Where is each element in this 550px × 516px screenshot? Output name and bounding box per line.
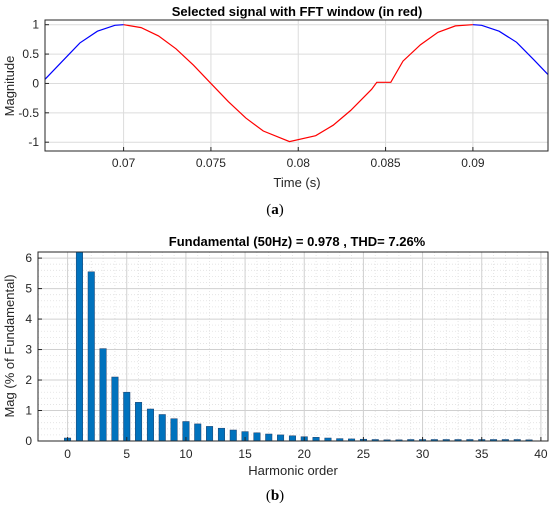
fft-x-tick-label: 20 bbox=[298, 447, 312, 461]
fft-bar-19 bbox=[288, 435, 296, 442]
signal-y-tick-label: -1 bbox=[28, 135, 39, 149]
caption-a: (a) bbox=[266, 202, 284, 218]
fft-chart-title: Fundamental (50Hz) = 0.978 , THD= 7.26% bbox=[169, 234, 426, 249]
caption-b-letter: b bbox=[270, 488, 280, 504]
fft-bar-2 bbox=[87, 271, 95, 442]
fft-bar-5 bbox=[123, 391, 131, 442]
fft-x-ticks: 0 5 10 15 20 25 30 35 40 bbox=[64, 437, 548, 461]
fft-x-tick-label: 10 bbox=[179, 447, 193, 461]
fft-x-tick-label: 25 bbox=[357, 447, 371, 461]
fft-axes-box bbox=[37, 251, 549, 442]
fft-bar-9 bbox=[170, 418, 178, 442]
fft-y-tick-label: 6 bbox=[25, 251, 32, 265]
fft-bar-12 bbox=[206, 426, 214, 442]
fft-x-axis-label: Harmonic order bbox=[248, 463, 338, 478]
fft-y-tick-label: 5 bbox=[25, 282, 32, 296]
fft-y-tick-label: 2 bbox=[25, 373, 32, 387]
fft-bar-4 bbox=[111, 376, 119, 442]
fft-bar-6 bbox=[135, 402, 143, 442]
fft-bar-1 bbox=[75, 251, 83, 442]
signal-x-ticks: 0.07 0.075 0.08 0.085 0.09 bbox=[112, 147, 485, 170]
fft-x-tick-label: 35 bbox=[475, 447, 489, 461]
fft-bar-11 bbox=[194, 423, 202, 442]
fft-bar-8 bbox=[158, 414, 166, 442]
signal-y-axis-label: Magnitude bbox=[2, 56, 17, 117]
fft-y-axis-label: Mag (% of Fundamental) bbox=[2, 274, 17, 417]
signal-x-tick-label: 0.09 bbox=[461, 156, 485, 170]
fft-bar-17 bbox=[265, 433, 273, 442]
fft-x-tick-label: 0 bbox=[64, 447, 71, 461]
fft-x-tick-label: 30 bbox=[416, 447, 430, 461]
signal-x-tick-label: 0.08 bbox=[287, 156, 311, 170]
signal-y-ticks: -1 -0.5 0 0.5 1 bbox=[18, 18, 49, 149]
signal-series-line-0 bbox=[44, 24, 124, 80]
fft-grid bbox=[38, 252, 548, 442]
signal-y-tick-label: 0.5 bbox=[22, 47, 39, 61]
fft-bar-18 bbox=[277, 434, 285, 442]
fft-bar-16 bbox=[253, 432, 261, 442]
fft-bar-7 bbox=[146, 408, 154, 442]
fft-chart: Fundamental (50Hz) = 0.978 , THD= 7.26% … bbox=[2, 234, 549, 478]
fft-y-ticks: 0 1 2 3 4 5 6 bbox=[25, 251, 42, 448]
fft-y-tick-label: 0 bbox=[25, 434, 32, 448]
fft-y-tick-label: 4 bbox=[25, 312, 32, 326]
signal-y-tick-label: -0.5 bbox=[18, 106, 39, 120]
signal-x-tick-label: 0.07 bbox=[112, 156, 136, 170]
signal-x-tick-label: 0.075 bbox=[196, 156, 226, 170]
fft-bar-3 bbox=[99, 348, 107, 442]
fft-bar-13 bbox=[217, 427, 225, 442]
signal-series-line-1 bbox=[123, 24, 473, 143]
fft-bar-14 bbox=[229, 429, 237, 442]
fft-x-tick-label: 40 bbox=[534, 447, 548, 461]
fft-x-tick-label: 15 bbox=[238, 447, 252, 461]
caption-b: (b) bbox=[265, 488, 285, 504]
fft-x-tick-label: 5 bbox=[123, 447, 130, 461]
fft-plot-area bbox=[38, 252, 548, 441]
signal-axes-box bbox=[44, 19, 549, 152]
signal-chart: Selected signal with FFT window (in red)… bbox=[2, 4, 549, 190]
signal-series-line-2 bbox=[472, 24, 549, 76]
signal-x-axis-label: Time (s) bbox=[273, 175, 320, 190]
signal-x-tick-label: 0.085 bbox=[371, 156, 401, 170]
fft-y-tick-label: 3 bbox=[25, 343, 32, 357]
fft-bar-21 bbox=[312, 437, 320, 442]
signal-y-tick-label: 0 bbox=[32, 76, 39, 90]
signal-lines bbox=[44, 24, 549, 143]
signal-y-tick-label: 1 bbox=[32, 18, 39, 32]
caption-a-letter: a bbox=[271, 202, 279, 218]
signal-chart-title: Selected signal with FFT window (in red) bbox=[172, 4, 423, 19]
fft-bars bbox=[64, 251, 533, 442]
signal-plot-area bbox=[45, 20, 548, 151]
fft-y-tick-label: 1 bbox=[25, 404, 32, 418]
